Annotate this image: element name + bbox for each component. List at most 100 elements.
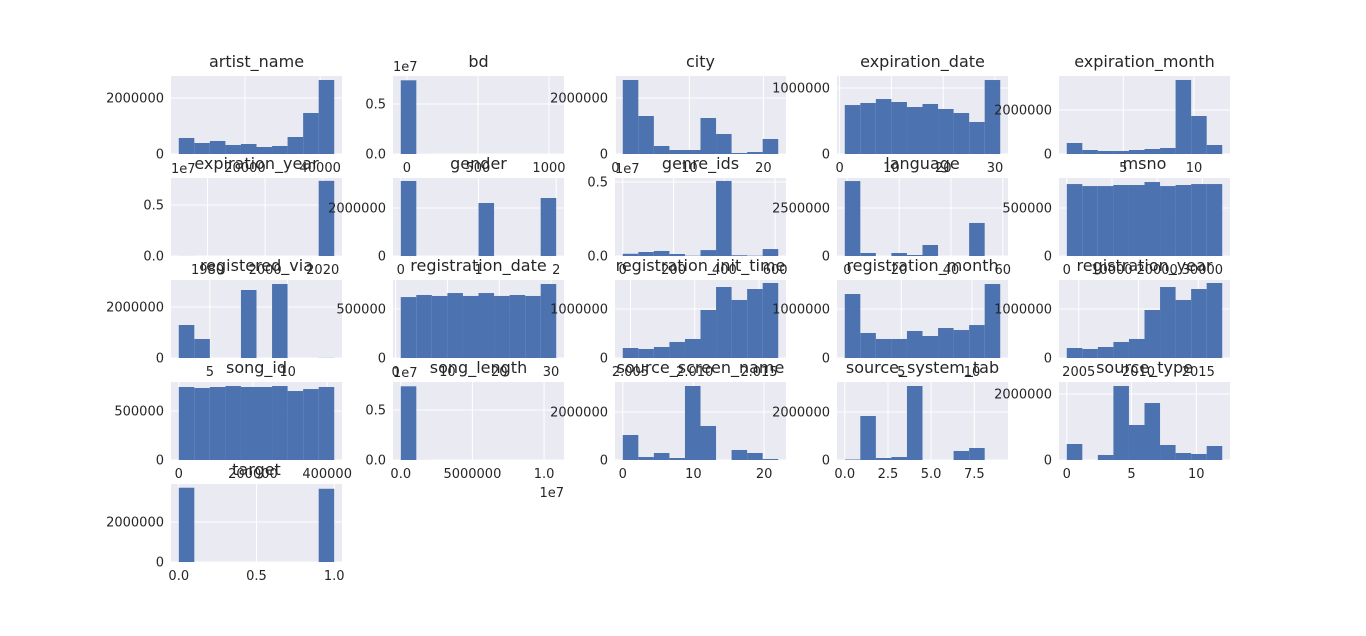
bar	[288, 391, 304, 460]
y-tick-label: 0	[1044, 250, 1052, 265]
bar	[463, 296, 479, 358]
subplot-title: source_system_tab	[846, 358, 999, 378]
bar	[623, 80, 639, 154]
y-tick-label: 2000000	[106, 516, 164, 531]
y-tick-label: 1000000	[772, 82, 830, 97]
x-tick-label: 5	[1127, 467, 1135, 482]
x-offset-label: 1e7	[539, 486, 564, 501]
bar	[907, 386, 923, 460]
bar	[845, 105, 861, 154]
subplot-title: expiration_year	[194, 154, 319, 174]
x-tick-label: 2005	[1062, 365, 1095, 380]
bar	[669, 342, 685, 358]
bar	[701, 426, 717, 460]
bar	[401, 386, 417, 460]
bar	[1113, 185, 1129, 256]
bar	[907, 331, 923, 358]
bar	[654, 146, 670, 154]
bar	[1160, 445, 1176, 460]
x-tick-label: 0.0	[834, 467, 855, 482]
subplot-title: registration_month	[846, 256, 998, 276]
y-tick-label: 0	[156, 148, 164, 163]
x-tick-label: 10	[1186, 161, 1203, 176]
x-tick-label: 5.0	[921, 467, 942, 482]
y-tick-label: 2000000	[994, 103, 1052, 118]
bar	[716, 287, 732, 358]
x-tick-label: 0	[175, 467, 183, 482]
bar	[732, 450, 748, 460]
bar	[732, 300, 748, 358]
bar	[669, 458, 685, 460]
bar	[1067, 444, 1083, 460]
x-tick-label: 0	[1063, 467, 1071, 482]
bar	[1145, 310, 1161, 358]
bar	[763, 249, 779, 256]
bar	[272, 386, 288, 460]
x-tick-label: 20	[755, 161, 772, 176]
bar	[194, 339, 210, 358]
bar	[891, 457, 907, 460]
bar	[876, 99, 892, 154]
bar	[638, 457, 654, 460]
bar	[623, 348, 639, 358]
bar	[1067, 184, 1083, 256]
subplot-title: city	[686, 52, 715, 71]
subplot-title: registration_year	[1076, 256, 1212, 276]
y-tick-label: 0.5	[587, 175, 608, 190]
axes-background	[615, 178, 786, 256]
bar	[716, 134, 732, 154]
bar	[479, 203, 495, 256]
y-tick-label: 1000000	[772, 303, 830, 318]
bar	[1207, 145, 1223, 154]
subplot-title: language	[885, 154, 960, 173]
bar	[845, 294, 861, 358]
x-tick-label: 7.5	[964, 467, 985, 482]
bar	[685, 386, 701, 460]
bar	[1207, 446, 1223, 460]
bar	[179, 325, 195, 358]
y-tick-label: 500000	[336, 303, 386, 318]
bar	[685, 339, 701, 358]
y-tick-label: 0.0	[365, 454, 386, 469]
bar	[876, 458, 892, 460]
y-tick-label: 0.5	[365, 404, 386, 419]
bar	[1082, 186, 1098, 256]
bar	[747, 453, 763, 460]
bar	[447, 293, 463, 358]
subplot-title: bd	[468, 52, 488, 71]
bar	[401, 181, 417, 256]
subplot-title: genre_ids	[662, 154, 739, 174]
bar	[241, 387, 257, 460]
bar	[763, 139, 779, 154]
axes-background	[393, 76, 564, 154]
bar	[179, 138, 195, 154]
bar	[701, 310, 717, 358]
x-tick-label: 30	[543, 365, 560, 380]
bar	[401, 80, 417, 154]
bar	[194, 143, 210, 154]
bar	[416, 295, 432, 358]
bar	[241, 290, 257, 358]
y-tick-label: 1000000	[994, 303, 1052, 318]
bar	[241, 144, 257, 154]
x-tick-label: 0.5	[246, 569, 267, 584]
x-tick-label: 5	[206, 365, 214, 380]
subplot-title: expiration_date	[860, 52, 985, 72]
y-tick-label: 2000000	[772, 406, 830, 421]
y-tick-label: 0.0	[365, 148, 386, 163]
bar	[1098, 186, 1114, 256]
bar	[969, 325, 985, 358]
bar	[319, 489, 335, 562]
subplot-title: song_length	[430, 358, 527, 378]
x-tick-label: 5000000	[443, 467, 501, 482]
bar	[272, 146, 288, 154]
bar	[1207, 283, 1223, 358]
bar	[623, 435, 639, 460]
x-tick-label: 0.0	[390, 467, 411, 482]
y-tick-label: 2000000	[106, 301, 164, 316]
bar	[1191, 184, 1207, 256]
x-tick-label: 2	[552, 263, 560, 278]
bar	[1191, 454, 1207, 460]
